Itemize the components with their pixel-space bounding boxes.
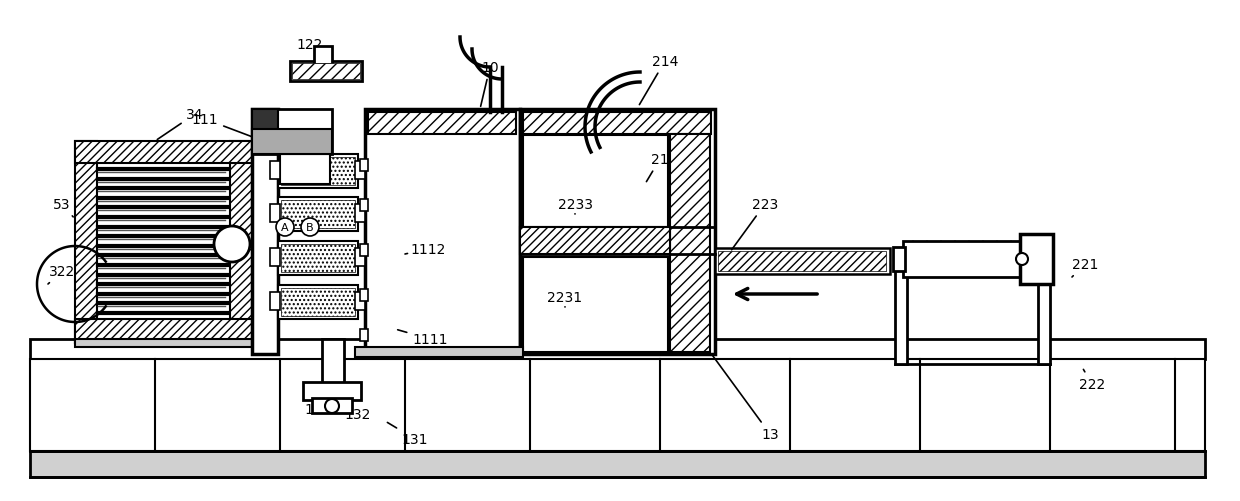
Bar [30, 339, 1205, 359]
Bar [893, 247, 905, 272]
Bar [360, 244, 368, 257]
Bar [270, 162, 280, 180]
Bar [74, 319, 252, 343]
Text: 133: 133 [305, 387, 331, 416]
Circle shape [325, 399, 339, 413]
Bar [278, 286, 358, 319]
Bar [290, 62, 362, 82]
Text: 21: 21 [646, 153, 668, 182]
Bar [281, 158, 355, 186]
Bar [670, 135, 711, 352]
Bar [903, 241, 1023, 278]
Text: 1112: 1112 [405, 242, 445, 257]
Text: 2233: 2233 [558, 197, 593, 214]
Text: A: A [281, 222, 289, 232]
Bar [252, 130, 332, 155]
Text: 322: 322 [48, 265, 76, 285]
Circle shape [1016, 254, 1028, 266]
Bar [322, 339, 343, 384]
Circle shape [301, 218, 319, 236]
Bar [523, 113, 711, 135]
Bar [281, 289, 355, 316]
Bar [355, 347, 523, 357]
Bar [365, 110, 520, 354]
Bar [229, 142, 252, 343]
Bar [252, 110, 278, 138]
Text: 2231: 2231 [547, 291, 583, 308]
Bar [278, 197, 358, 231]
Text: 132: 132 [342, 396, 371, 421]
Bar [303, 382, 361, 400]
Bar [368, 113, 516, 135]
Bar [270, 293, 280, 311]
Text: 1111: 1111 [398, 330, 448, 346]
Text: 111: 111 [192, 113, 255, 139]
Text: 121: 121 [285, 161, 311, 182]
Text: 223: 223 [732, 197, 779, 250]
Bar [278, 155, 358, 188]
Bar [314, 47, 332, 65]
Text: 221: 221 [1071, 258, 1099, 278]
Text: 13: 13 [712, 355, 779, 441]
Bar [360, 199, 368, 211]
Circle shape [277, 218, 294, 236]
Bar [74, 339, 252, 347]
Text: 131: 131 [387, 422, 428, 446]
Bar [1021, 234, 1053, 285]
Text: 222: 222 [1079, 370, 1105, 391]
Bar [355, 204, 365, 222]
Bar [74, 142, 97, 343]
Bar [355, 293, 365, 311]
Bar [281, 200, 355, 228]
Bar [355, 248, 365, 267]
Bar [355, 162, 365, 180]
Bar [312, 398, 352, 413]
Bar [1038, 260, 1050, 364]
Bar [715, 248, 890, 275]
Bar [252, 110, 278, 354]
Bar [718, 252, 887, 272]
Bar [360, 160, 368, 172]
Bar [520, 227, 670, 255]
Bar [523, 258, 668, 352]
Bar [74, 142, 252, 164]
Bar [270, 248, 280, 267]
Text: 34: 34 [157, 108, 203, 140]
Text: 122: 122 [296, 38, 324, 68]
Bar [291, 64, 360, 80]
Bar [520, 110, 715, 354]
Bar [895, 260, 906, 364]
Bar [523, 136, 668, 227]
Bar [280, 155, 330, 185]
Bar [30, 451, 1205, 477]
Circle shape [215, 226, 250, 263]
Bar [74, 142, 252, 343]
Bar [281, 244, 355, 273]
Bar [252, 110, 332, 155]
Text: B: B [306, 222, 314, 232]
Bar [360, 329, 368, 341]
Text: 53: 53 [53, 197, 73, 217]
Text: 10: 10 [481, 61, 498, 107]
Bar [278, 241, 358, 276]
Bar [360, 290, 368, 302]
Text: 214: 214 [640, 55, 678, 105]
Bar [30, 359, 1205, 451]
Text: 2232: 2232 [537, 242, 573, 257]
Bar [270, 204, 280, 222]
